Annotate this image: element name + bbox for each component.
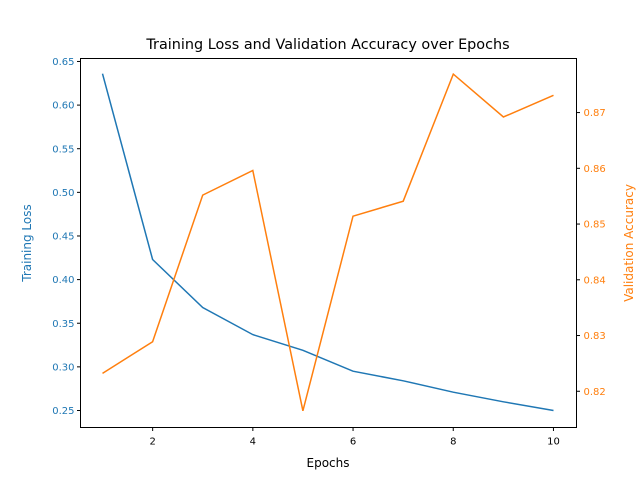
x-tick-label: 2 [149, 437, 155, 448]
y-tick-label-left: 0.50 [52, 188, 74, 199]
y-tick-label-right: 0.83 [584, 331, 606, 342]
y-tick-label-right: 0.82 [584, 387, 606, 398]
x-axis-label: Epochs [307, 456, 350, 470]
y-axis-label-left: Training Loss [20, 204, 34, 282]
y-tick-label-left: 0.30 [52, 362, 74, 373]
y-tick-label-right: 0.84 [584, 275, 606, 286]
validation-accuracy-line [102, 72, 554, 411]
training-loss-line [101, 73, 554, 412]
y-tick-label-left: 0.65 [52, 57, 74, 68]
y-tick-label-left: 0.45 [52, 232, 74, 243]
y-tick-label-right: 0.85 [584, 220, 606, 231]
y-tick-label-right: 0.86 [584, 164, 606, 175]
y-tick-label-right: 0.87 [584, 108, 606, 119]
y-tick-label-left: 0.25 [52, 406, 74, 417]
y-tick-label-left: 0.35 [52, 319, 74, 330]
x-tick-label: 4 [250, 437, 256, 448]
y-tick-label-left: 0.40 [52, 275, 74, 286]
y-tick-label-left: 0.60 [52, 101, 74, 112]
y-axis-label-right: Validation Accuracy [622, 184, 636, 302]
x-tick-label: 6 [350, 437, 356, 448]
x-tick-label: 10 [547, 437, 560, 448]
plot-frame [80, 58, 577, 428]
chart-title: Training Loss and Validation Accuracy ov… [145, 37, 509, 53]
x-tick-label: 8 [450, 437, 456, 448]
y-tick-label-left: 0.55 [52, 144, 74, 155]
